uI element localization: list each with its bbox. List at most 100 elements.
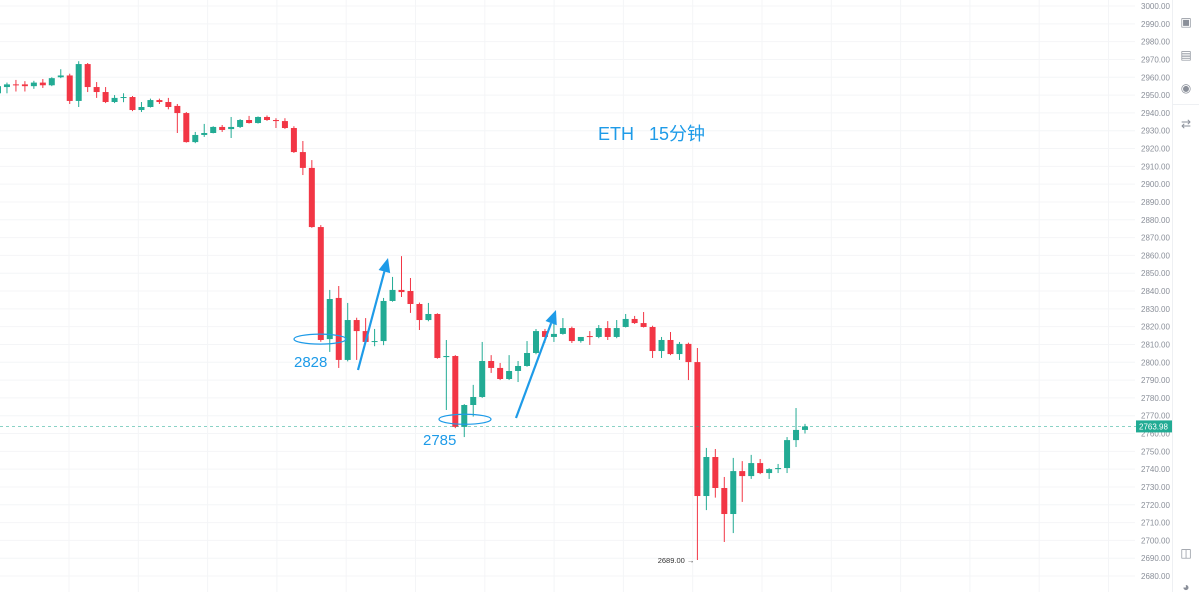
candle-body — [685, 343, 692, 363]
candle-up — [622, 313, 629, 328]
y-tick-label: 2900.00 — [1141, 180, 1170, 189]
candle-body — [66, 75, 73, 101]
candle-body — [748, 463, 755, 477]
candle-up — [425, 302, 432, 322]
candle-down — [93, 82, 100, 98]
window-code-icon[interactable]: ▤ — [1180, 48, 1192, 62]
candle-up — [210, 126, 217, 134]
candle-down — [452, 355, 459, 429]
candle-body — [488, 361, 495, 368]
candle-body — [416, 304, 423, 321]
y-tick-label: 2930.00 — [1141, 127, 1170, 136]
candle-body — [147, 100, 154, 107]
y-tick-label: 2780.00 — [1141, 394, 1170, 403]
candle-body — [75, 64, 82, 101]
y-tick-label: 2710.00 — [1141, 519, 1170, 528]
candlestick-chart[interactable]: 3000.00 2990.00 2980.00 2970.00 2960.00 2950.… — [0, 0, 1172, 592]
candle-down — [497, 362, 504, 381]
candle-up — [802, 423, 808, 434]
y-tick-label: 2750.00 — [1141, 447, 1170, 456]
candle-up — [577, 336, 584, 343]
candle-down — [299, 141, 306, 176]
candle-body — [353, 320, 360, 332]
candle-body — [766, 469, 773, 474]
candle-body — [703, 457, 710, 497]
y-tick-label: 2990.00 — [1141, 20, 1170, 29]
candle-up — [515, 361, 522, 383]
candle-down — [416, 302, 423, 331]
candle-up — [470, 384, 477, 417]
candle-down — [631, 315, 638, 324]
candle-body — [533, 331, 539, 353]
candle-down — [219, 124, 226, 132]
layout-icon[interactable]: ◫ — [1180, 546, 1192, 560]
candle-body — [84, 64, 91, 88]
y-tick-label: 2760.00 — [1141, 430, 1170, 439]
candle-down — [165, 97, 172, 110]
candle-up — [57, 69, 64, 79]
candle-body — [398, 289, 405, 293]
candle-down — [757, 458, 764, 475]
candle-body — [649, 326, 656, 352]
candle-down — [84, 63, 91, 93]
right-toolbar: ▣ ▤ ◉ ⇄ ◫ ◕ — [1172, 0, 1199, 594]
code-screen-icon[interactable]: ▣ — [1180, 15, 1192, 29]
candle-down — [66, 73, 73, 104]
candle-down — [129, 95, 136, 112]
candle-down — [39, 79, 46, 88]
candle-body — [219, 126, 226, 130]
y-tick-label: 2940.00 — [1141, 109, 1170, 118]
y-tick-label: 2910.00 — [1141, 162, 1170, 171]
candle-up — [3, 82, 10, 94]
annotation-arrowhead — [545, 310, 557, 326]
candle-body — [757, 463, 764, 474]
candle-up — [595, 325, 602, 339]
candle-down — [685, 342, 692, 381]
candle-up — [371, 328, 378, 347]
y-tick-label: 2680.00 — [1141, 572, 1170, 581]
headset-icon[interactable]: ◕ — [1182, 580, 1190, 594]
candle-down — [272, 118, 279, 129]
annotation-ellipse — [438, 413, 492, 425]
candle-body — [174, 105, 181, 114]
candle-body — [658, 339, 665, 352]
swap-icon[interactable]: ⇄ — [1180, 117, 1192, 131]
candle-down — [739, 461, 746, 502]
candle-down — [290, 126, 297, 153]
candle-down — [407, 277, 414, 313]
candle-down — [398, 256, 405, 298]
robot-icon[interactable]: ◉ — [1180, 81, 1192, 95]
candle-body — [246, 120, 253, 124]
candle-body — [272, 120, 279, 122]
candle-up — [48, 77, 55, 87]
candle-up — [111, 95, 118, 104]
y-tick-label: 2690.00 — [1141, 554, 1170, 563]
candle-body — [183, 113, 190, 143]
y-tick-label: 2730.00 — [1141, 483, 1170, 492]
candle-body — [344, 320, 351, 360]
candle-body — [739, 471, 746, 477]
candle-body — [425, 313, 432, 321]
annotation-label: 2785 — [423, 432, 456, 449]
price-axis[interactable]: 3000.00 2990.00 2980.00 2970.00 2960.00 2950.… — [1141, 2, 1170, 581]
candle-body — [775, 468, 782, 470]
candle-up — [766, 468, 773, 479]
candle-body — [613, 328, 620, 337]
y-tick-label: 2810.00 — [1141, 340, 1170, 349]
candle-down — [156, 98, 163, 104]
candle-down — [308, 160, 315, 228]
last-price-label: 2763.98 — [1139, 422, 1168, 431]
candle-body — [156, 100, 163, 103]
toolbar-divider — [1173, 104, 1199, 105]
candle-up — [775, 463, 782, 474]
y-tick-label: 2820.00 — [1141, 323, 1170, 332]
candle-up — [192, 131, 199, 144]
y-tick-label: 2850.00 — [1141, 269, 1170, 278]
y-tick-label: 2740.00 — [1141, 465, 1170, 474]
candle-body — [497, 367, 504, 379]
candle-body — [712, 457, 719, 489]
candle-up — [30, 80, 37, 89]
candle-up — [0, 86, 1, 94]
candle-up — [75, 61, 82, 107]
candle-body — [299, 152, 306, 168]
